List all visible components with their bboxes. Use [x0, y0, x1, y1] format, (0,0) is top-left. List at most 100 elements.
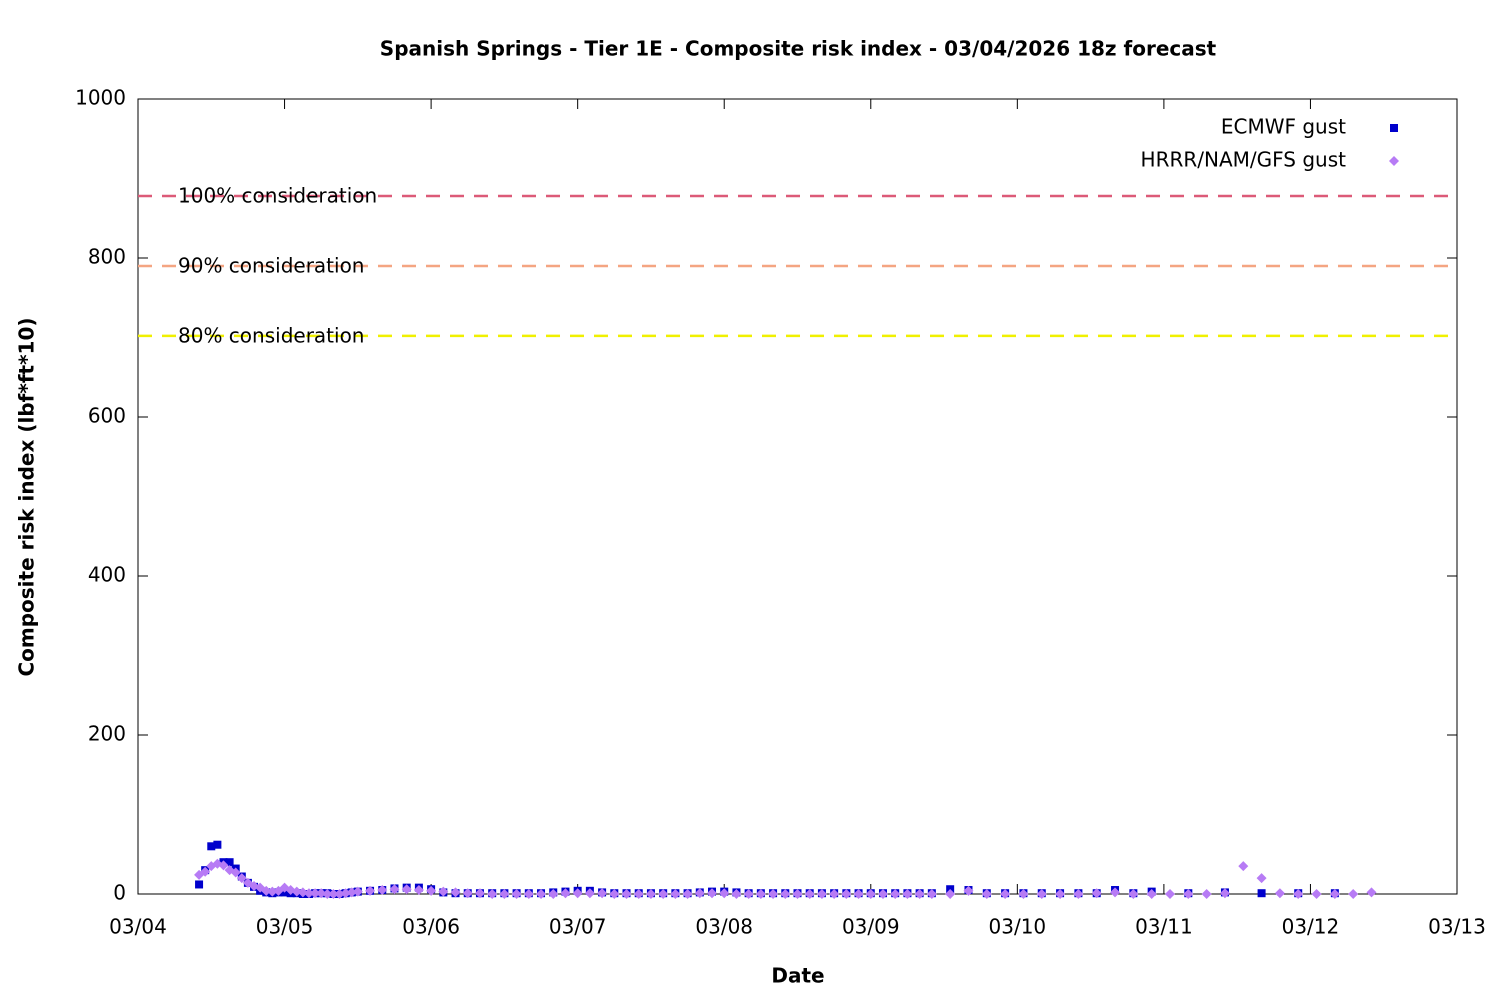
data-point — [1128, 889, 1139, 899]
data-point — [303, 888, 314, 899]
legend-marker — [1390, 124, 1398, 132]
data-point — [225, 858, 234, 867]
data-point — [633, 889, 644, 899]
data-point — [1091, 888, 1102, 899]
data-point — [346, 887, 357, 898]
data-point — [1000, 889, 1011, 899]
x-tick-label: 03/08 — [695, 915, 753, 939]
y-tick-label: 800 — [88, 245, 126, 269]
data-point — [945, 889, 956, 899]
data-point — [597, 888, 608, 899]
data-point — [1055, 889, 1066, 899]
data-point — [352, 886, 363, 897]
x-tick-label: 03/04 — [109, 915, 167, 939]
data-point — [1164, 889, 1175, 899]
data-point — [1293, 889, 1304, 899]
data-point — [207, 842, 216, 851]
data-point — [877, 889, 888, 899]
data-point — [334, 889, 345, 899]
threshold-label: 80% consideration — [178, 323, 364, 347]
data-point — [413, 885, 424, 896]
data-point — [218, 860, 229, 871]
data-point — [829, 889, 840, 899]
data-point — [926, 889, 937, 899]
x-tick-label: 03/06 — [402, 915, 460, 939]
data-point — [389, 884, 400, 895]
data-point — [645, 889, 656, 899]
data-point — [768, 889, 779, 899]
data-point — [792, 889, 803, 899]
data-point — [438, 886, 449, 897]
data-point — [804, 889, 815, 899]
data-point — [1274, 888, 1285, 899]
data-point — [297, 887, 308, 898]
data-point — [322, 889, 333, 899]
data-point — [462, 888, 473, 899]
data-point — [609, 889, 620, 899]
x-tick-label: 03/10 — [989, 915, 1047, 939]
data-point — [755, 889, 766, 899]
data-point — [1256, 873, 1267, 884]
data-point — [1311, 889, 1322, 899]
data-point — [450, 887, 461, 898]
data-point — [291, 886, 302, 897]
data-point — [1201, 889, 1212, 899]
data-point — [963, 885, 974, 896]
x-axis-title: Date — [771, 964, 824, 988]
data-point — [658, 889, 669, 899]
legend-label: HRRR/NAM/GFS gust — [1141, 148, 1347, 172]
threshold-label: 100% consideration — [178, 183, 377, 207]
data-point — [1219, 888, 1230, 899]
data-point — [195, 880, 204, 889]
data-point — [1329, 889, 1340, 899]
data-point — [865, 889, 876, 899]
data-point — [1110, 887, 1121, 898]
data-point — [890, 889, 901, 899]
data-point — [621, 889, 632, 899]
data-point — [316, 888, 327, 899]
data-point — [230, 867, 241, 878]
data-point — [981, 889, 992, 899]
data-point — [236, 873, 247, 884]
data-point — [731, 889, 742, 899]
data-point — [499, 889, 510, 899]
data-point — [523, 889, 534, 899]
data-point — [474, 888, 485, 899]
data-point — [560, 888, 571, 899]
data-point — [853, 889, 864, 899]
data-point — [694, 888, 705, 899]
data-point — [1366, 887, 1377, 898]
y-tick-label: 600 — [88, 404, 126, 428]
threshold-label: 90% consideration — [178, 253, 364, 277]
data-point — [487, 889, 498, 899]
x-tick-label: 03/09 — [842, 915, 900, 939]
data-point — [261, 885, 272, 896]
data-point — [200, 866, 211, 877]
data-point — [1348, 889, 1359, 899]
legend-label: ECMWF gust — [1221, 115, 1346, 139]
data-point — [340, 888, 351, 899]
data-point — [267, 886, 278, 897]
data-point — [914, 889, 925, 899]
data-point — [780, 889, 791, 899]
data-point — [213, 840, 222, 849]
data-point — [310, 888, 321, 899]
data-point — [1257, 889, 1266, 898]
data-point — [902, 889, 913, 899]
data-point — [682, 889, 693, 899]
data-point — [1018, 889, 1029, 899]
x-tick-label: 03/11 — [1135, 915, 1193, 939]
data-point — [670, 889, 681, 899]
data-point — [1183, 889, 1194, 899]
x-tick-label: 03/07 — [549, 915, 607, 939]
y-tick-label: 400 — [88, 563, 126, 587]
data-point — [841, 889, 852, 899]
chart-title: Spanish Springs - Tier 1E - Composite ri… — [380, 37, 1217, 61]
data-point — [249, 881, 260, 892]
data-point — [1146, 889, 1157, 899]
data-point — [816, 889, 827, 899]
data-point — [365, 885, 376, 896]
